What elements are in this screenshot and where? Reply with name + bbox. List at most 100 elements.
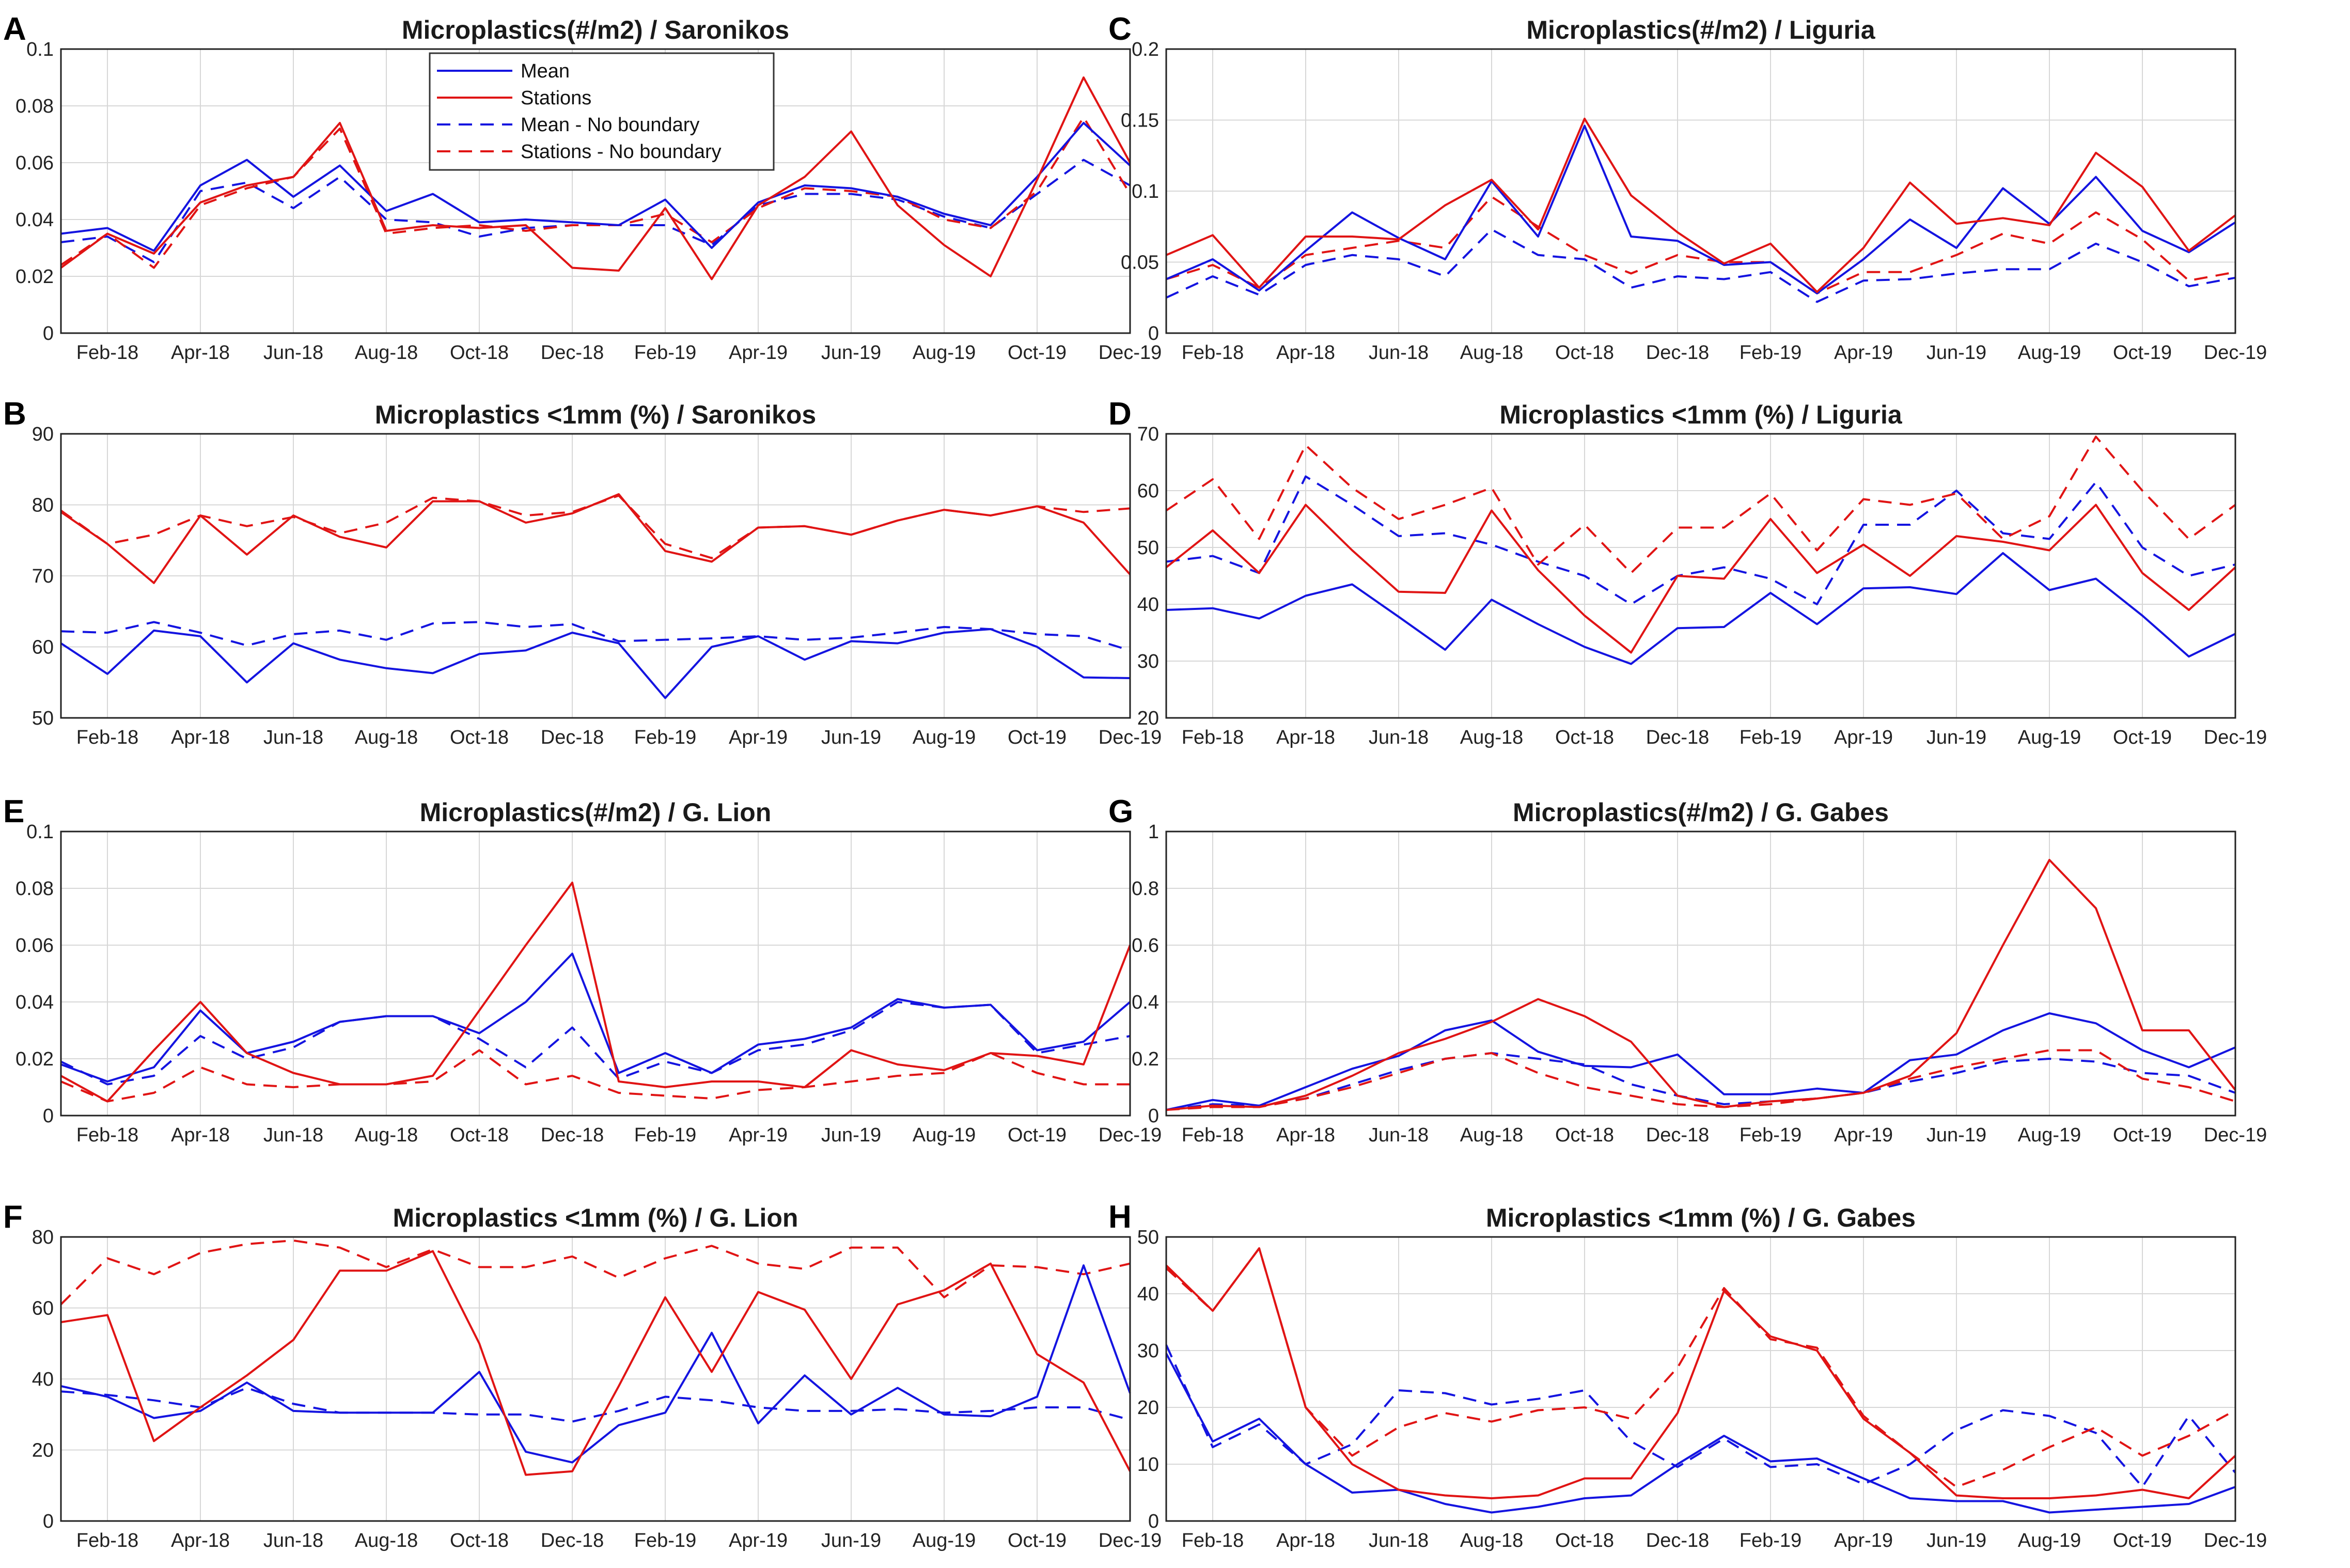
y-tick-label: 10 bbox=[1137, 1454, 1159, 1476]
panel-title: Microplastics(#/m2) / Saronikos bbox=[402, 15, 789, 44]
x-tick-label: Apr-19 bbox=[1834, 342, 1893, 364]
panel-letter: C bbox=[1108, 11, 1132, 47]
panel-title: Microplastics(#/m2) / G. Lion bbox=[420, 798, 772, 827]
y-tick-label: 0.05 bbox=[1121, 252, 1159, 274]
x-tick-label: Dec-18 bbox=[541, 1124, 604, 1146]
x-tick-label: Apr-18 bbox=[1276, 342, 1335, 364]
panel-letter: E bbox=[3, 794, 24, 829]
x-tick-label: Apr-19 bbox=[729, 342, 788, 364]
x-tick-label: Feb-18 bbox=[1182, 1124, 1244, 1146]
y-tick-label: 40 bbox=[32, 1369, 54, 1390]
x-tick-label: Aug-19 bbox=[913, 727, 976, 748]
x-tick-label: Aug-19 bbox=[2018, 727, 2081, 748]
y-tick-label: 0.08 bbox=[15, 96, 54, 117]
panel-F: Feb-18 Apr-18 Jun-18 Aug-18 Oct-18 Dec-18 Feb-… bbox=[3, 1199, 1162, 1551]
y-tick-label: 0.1 bbox=[1132, 181, 1159, 202]
panel-E: Feb-18 Apr-18 Jun-18 Aug-18 Oct-18 Dec-18 Feb-… bbox=[3, 794, 1162, 1146]
x-tick-label: Feb-19 bbox=[1740, 1124, 1801, 1146]
x-tick-label: Oct-19 bbox=[2113, 1530, 2172, 1551]
panel-title: Microplastics <1mm (%) / G. Gabes bbox=[1486, 1203, 1916, 1232]
y-tick-label: 20 bbox=[1137, 708, 1159, 729]
x-tick-label: Oct-18 bbox=[1555, 1530, 1614, 1551]
series-line-stations bbox=[1165, 504, 2236, 654]
series-line-stations-no-boundary bbox=[60, 1239, 1131, 1306]
y-tick-label: 60 bbox=[1137, 480, 1159, 502]
series-line-stations-no-boundary bbox=[1166, 196, 2236, 294]
x-tick-label: Dec-19 bbox=[1099, 727, 1162, 748]
x-tick-label: Feb-19 bbox=[634, 1124, 696, 1146]
x-tick-label: Apr-18 bbox=[171, 1124, 230, 1146]
x-tick-label: Dec-19 bbox=[1099, 1124, 1162, 1146]
legend: Mean Stations Mean - No boundary Stations -… bbox=[429, 52, 775, 171]
x-tick-label: Jun-18 bbox=[263, 727, 323, 748]
y-tick-label: 0.04 bbox=[15, 992, 54, 1013]
x-tick-label: Feb-18 bbox=[1182, 727, 1244, 748]
panel-title: Microplastics(#/m2) / G. Gabes bbox=[1513, 798, 1889, 827]
x-tick-label: Dec-19 bbox=[2204, 727, 2267, 748]
y-tick-label: 0.4 bbox=[1132, 992, 1159, 1013]
axes-frame bbox=[60, 433, 1131, 719]
y-tick-label: 60 bbox=[32, 1298, 54, 1320]
y-tick-label: 50 bbox=[32, 708, 54, 729]
x-tick-label: Jun-19 bbox=[821, 1124, 881, 1146]
x-tick-label: Feb-19 bbox=[634, 342, 696, 364]
y-tick-label: 80 bbox=[32, 495, 54, 516]
x-tick-label: Jun-19 bbox=[1926, 1530, 1986, 1551]
x-tick-label: Dec-19 bbox=[2204, 1530, 2267, 1551]
x-tick-label: Oct-18 bbox=[450, 727, 509, 748]
axes-frame bbox=[60, 830, 1131, 1117]
x-tick-label: Dec-18 bbox=[1646, 727, 1710, 748]
y-tick-label: 0 bbox=[1148, 323, 1159, 344]
x-tick-label: Jun-18 bbox=[263, 1530, 323, 1551]
x-tick-label: Feb-18 bbox=[76, 727, 138, 748]
legend-label: Mean - No boundary bbox=[521, 114, 699, 136]
x-tick-label: Dec-18 bbox=[541, 342, 604, 364]
series-line-mean bbox=[60, 1264, 1131, 1464]
series-line-stations-no-boundary bbox=[1165, 1247, 2236, 1488]
series-line-mean-no-boundary bbox=[1166, 475, 2236, 605]
series-line-stations bbox=[60, 493, 1131, 584]
x-tick-label: Feb-19 bbox=[1740, 727, 1801, 748]
x-tick-label: Jun-19 bbox=[821, 342, 881, 364]
panel-title: Microplastics <1mm (%) / Liguria bbox=[1499, 400, 1903, 429]
x-tick-label: Apr-18 bbox=[171, 727, 230, 748]
x-tick-label: Aug-19 bbox=[913, 1530, 976, 1551]
x-tick-label: Aug-18 bbox=[1460, 1530, 1524, 1551]
panel-title: Microplastics <1mm (%) / G. Lion bbox=[393, 1203, 798, 1232]
y-tick-label: 0.06 bbox=[15, 152, 54, 174]
y-tick-label: 60 bbox=[32, 637, 54, 658]
x-tick-label: Oct-19 bbox=[2113, 342, 2172, 364]
x-tick-label: Feb-18 bbox=[76, 1530, 138, 1551]
legend-label: Mean bbox=[521, 60, 570, 82]
panel-letter: A bbox=[3, 11, 26, 47]
x-tick-label: Oct-18 bbox=[1555, 727, 1614, 748]
x-tick-label: Jun-19 bbox=[1926, 727, 1986, 748]
y-tick-label: 70 bbox=[32, 566, 54, 587]
plot-area bbox=[1166, 434, 2235, 718]
series-line-stations-no-boundary bbox=[60, 116, 1131, 269]
y-tick-label: 20 bbox=[1137, 1397, 1159, 1419]
panel-title: Microplastics(#/m2) / Liguria bbox=[1526, 15, 1875, 44]
x-tick-label: Jun-18 bbox=[263, 342, 323, 364]
x-tick-label: Feb-19 bbox=[634, 727, 696, 748]
axes-frame bbox=[60, 48, 1131, 334]
series-line-stations-no-boundary bbox=[1166, 1049, 2236, 1111]
x-tick-label: Oct-18 bbox=[450, 1124, 509, 1146]
x-tick-label: Dec-19 bbox=[1099, 1530, 1162, 1551]
x-tick-label: Oct-19 bbox=[2113, 1124, 2172, 1146]
series-line-stations-no-boundary bbox=[1165, 435, 2236, 574]
panel-G: Feb-18 Apr-18 Jun-18 Aug-18 Oct-18 Dec-18 Feb-… bbox=[1108, 794, 2267, 1146]
x-tick-label: Feb-19 bbox=[1740, 1530, 1801, 1551]
x-tick-label: Jun-18 bbox=[1369, 342, 1429, 364]
x-tick-label: Apr-19 bbox=[729, 1530, 788, 1551]
series-line-stations bbox=[1166, 859, 2236, 1111]
y-tick-label: 0 bbox=[43, 1511, 54, 1532]
y-tick-label: 0.04 bbox=[15, 209, 54, 231]
x-tick-label: Oct-18 bbox=[450, 1530, 509, 1551]
x-tick-label: Oct-18 bbox=[1555, 342, 1614, 364]
x-tick-label: Aug-18 bbox=[1460, 1124, 1524, 1146]
axes-frame bbox=[1165, 433, 2236, 719]
series-line-stations bbox=[1166, 117, 2236, 293]
y-tick-label: 0.02 bbox=[15, 266, 54, 288]
